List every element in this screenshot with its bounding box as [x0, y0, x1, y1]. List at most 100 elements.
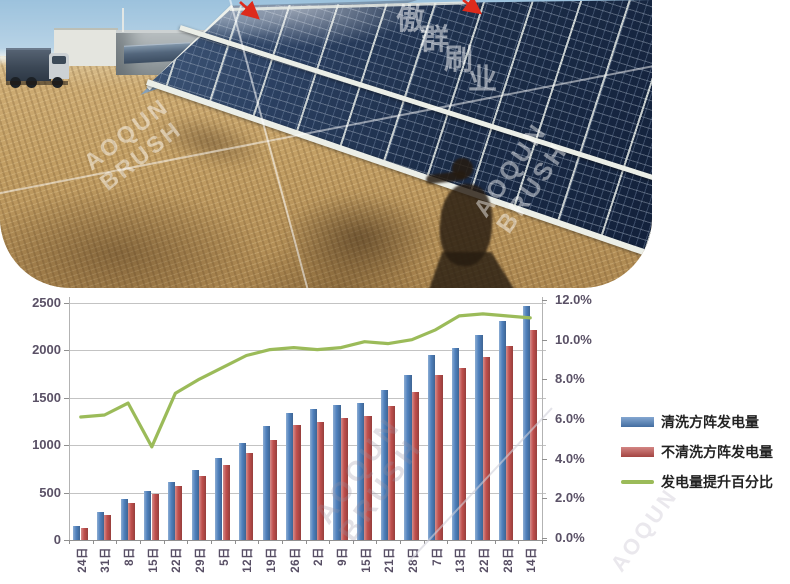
bar-cleaned — [380, 390, 388, 540]
truck-windshield — [52, 56, 66, 64]
annotation-arrows — [239, 0, 483, 20]
tick-mark — [376, 540, 378, 544]
x-axis-tick-label: 14日 — [523, 546, 539, 584]
bar-cleaned — [215, 458, 223, 540]
bar-cleaned — [333, 405, 341, 540]
bar-cleaned — [522, 306, 530, 540]
x-axis-tick-label-text: 31日 — [100, 547, 113, 573]
x-axis-tick-label-text: 9日 — [336, 547, 349, 566]
bar-uncleaned — [293, 424, 301, 540]
bar-uncleaned — [175, 485, 183, 540]
bar-uncleaned — [435, 374, 443, 540]
watermark-chinese-char: 业 — [468, 64, 498, 96]
tick-mark — [447, 540, 449, 544]
left-axis-tick-label: 2000 — [32, 342, 61, 358]
x-axis-tick-label: 9日 — [334, 546, 350, 584]
bar-cleaned — [357, 402, 365, 540]
tick-mark — [281, 540, 283, 544]
x-axis-tick-label-text: 28日 — [502, 547, 515, 573]
bar-uncleaned — [269, 439, 277, 540]
red-arrow — [462, 0, 483, 15]
x-axis-tick-label-text: 26日 — [289, 547, 302, 573]
x-axis-tick-label: 13日 — [452, 546, 468, 584]
x-axis-tick-label-text: 21日 — [384, 547, 397, 573]
bar-cleaned — [120, 499, 128, 540]
x-axis-tick-label: 26日 — [287, 546, 303, 584]
bar-uncleaned — [482, 357, 490, 540]
tick-mark — [64, 397, 69, 399]
x-axis-tick-label-text: 22日 — [478, 547, 491, 573]
bar-cleaned — [167, 481, 176, 540]
tick-mark — [329, 540, 331, 544]
bar-uncleaned — [388, 406, 396, 540]
gridline — [65, 303, 546, 304]
tick-mark — [64, 350, 69, 352]
bar-cleaned — [428, 355, 436, 540]
x-axis-tick-label-text: 5日 — [218, 547, 231, 566]
watermark-chinese-char: 刷 — [444, 44, 474, 76]
generation-comparison-chart: 0 500 1000 1500 2000 2500 0.0% 2.0% 4.0% 6.0% 8.0… — [0, 289, 790, 584]
x-axis-tick-label-text: 14日 — [526, 547, 539, 573]
tick-mark — [64, 540, 69, 541]
x-axis-tick-label: 7日 — [429, 546, 445, 584]
bar-cleaned — [144, 491, 152, 540]
gridline — [65, 492, 546, 494]
tick-mark — [64, 492, 69, 494]
tick-mark — [258, 540, 260, 544]
x-axis-tick-label: 12日 — [239, 546, 255, 584]
right-axis-line — [542, 297, 543, 544]
bar-uncleaned — [364, 415, 372, 540]
x-axis-tick-label-text: 22日 — [171, 547, 184, 573]
right-axis-tick-label: 2.0% — [555, 490, 585, 506]
bar-cleaned — [286, 412, 294, 540]
bar-cleaned — [262, 426, 270, 540]
red-arrow — [239, 0, 260, 20]
bar-cleaned — [499, 321, 507, 540]
tick-mark — [305, 540, 307, 544]
tick-mark — [518, 540, 520, 544]
legend-item-uncleaned: 不清洗方阵发电量 — [621, 437, 773, 467]
tick-mark — [64, 445, 69, 447]
tick-mark — [542, 538, 547, 539]
legend-label: 清洗方阵发电量 — [661, 414, 759, 430]
bar-uncleaned — [151, 494, 159, 540]
bar-cleaned — [451, 347, 459, 540]
tick-mark — [400, 540, 402, 544]
x-axis-tick-label-text: 8日 — [124, 547, 137, 566]
x-axis-tick-label-text: 15日 — [360, 547, 373, 573]
x-axis-tick-label-text: 19日 — [266, 547, 279, 573]
tick-mark — [542, 300, 547, 301]
percent-polyline — [79, 312, 532, 449]
right-axis-tick-label: 10.0% — [555, 331, 592, 347]
bar-uncleaned — [506, 345, 514, 540]
bar-uncleaned — [411, 391, 419, 540]
x-axis-tick-label: 15日 — [145, 546, 161, 584]
x-axis-tick-label: 5日 — [216, 546, 232, 584]
x-axis-tick-label-text: 13日 — [455, 547, 468, 573]
tick-mark — [542, 339, 547, 341]
x-axis-tick-label: 21日 — [381, 546, 397, 584]
tick-mark — [542, 540, 543, 544]
x-axis-tick-label-text: 15日 — [147, 547, 160, 573]
x-axis-tick-label: 2日 — [310, 546, 326, 584]
bar-cleaned — [309, 409, 317, 540]
legend-item-percent: 发电量提升百分比 — [621, 467, 773, 497]
left-axis-tick-label: 1000 — [32, 437, 61, 453]
tick-mark — [163, 540, 165, 544]
tick-mark — [542, 379, 547, 381]
left-axis-tick-label: 500 — [39, 484, 61, 500]
watermark-chinese-char: 群 — [420, 24, 450, 56]
tick-mark — [352, 540, 354, 544]
bar-cleaned — [191, 469, 199, 540]
x-axis-tick-label: 28日 — [500, 546, 516, 584]
x-axis-tick-label: 29日 — [192, 546, 208, 584]
gridline — [65, 445, 546, 447]
watermark-chinese-char: 傲 — [396, 4, 426, 36]
x-axis-tick-label-text: 12日 — [242, 547, 255, 573]
legend-item-cleaned: 清洗方阵发电量 — [621, 407, 773, 437]
watermark-aoqun: AOQUN — [605, 483, 683, 577]
left-axis-tick-label: 1500 — [32, 389, 61, 405]
bar-cleaned — [404, 375, 412, 540]
tick-mark — [210, 540, 212, 544]
